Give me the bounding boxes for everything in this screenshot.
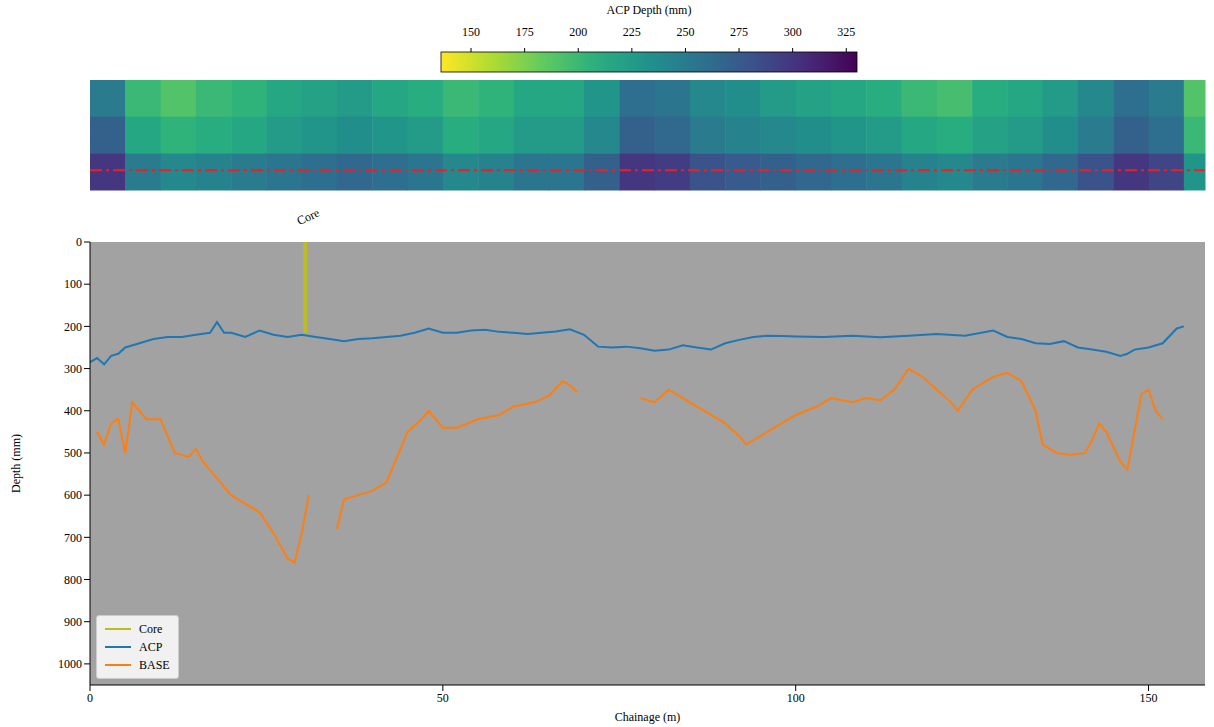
svg-text:500: 500	[64, 446, 82, 460]
svg-text:300: 300	[64, 362, 82, 376]
svg-text:0: 0	[87, 691, 93, 705]
svg-text:150: 150	[1140, 691, 1158, 705]
svg-text:150: 150	[462, 25, 480, 39]
svg-text:900: 900	[64, 615, 82, 629]
svg-text:Chainage (m): Chainage (m)	[615, 710, 681, 724]
svg-text:0: 0	[76, 235, 82, 249]
svg-text:100: 100	[787, 691, 805, 705]
svg-text:200: 200	[569, 25, 587, 39]
svg-text:1000: 1000	[58, 657, 82, 671]
svg-text:300: 300	[784, 25, 802, 39]
svg-text:ACP Depth (mm): ACP Depth (mm)	[607, 3, 692, 17]
svg-text:400: 400	[64, 404, 82, 418]
svg-text:800: 800	[64, 573, 82, 587]
svg-text:100: 100	[64, 277, 82, 291]
svg-text:250: 250	[676, 25, 694, 39]
svg-text:700: 700	[64, 531, 82, 545]
svg-text:600: 600	[64, 488, 82, 502]
svg-text:225: 225	[623, 25, 641, 39]
svg-text:50: 50	[437, 691, 449, 705]
html-text:BASE: BASE	[139, 657, 170, 672]
html-text:ACP: ACP	[139, 639, 163, 654]
html-text:Core: Core	[294, 205, 322, 229]
svg-text:275: 275	[730, 25, 748, 39]
svg-text:200: 200	[64, 320, 82, 334]
html-text:Core: Core	[139, 621, 163, 636]
svg-text:175: 175	[516, 25, 534, 39]
svg-text:325: 325	[837, 25, 855, 39]
svg-text:Depth (mm): Depth (mm)	[9, 434, 23, 493]
